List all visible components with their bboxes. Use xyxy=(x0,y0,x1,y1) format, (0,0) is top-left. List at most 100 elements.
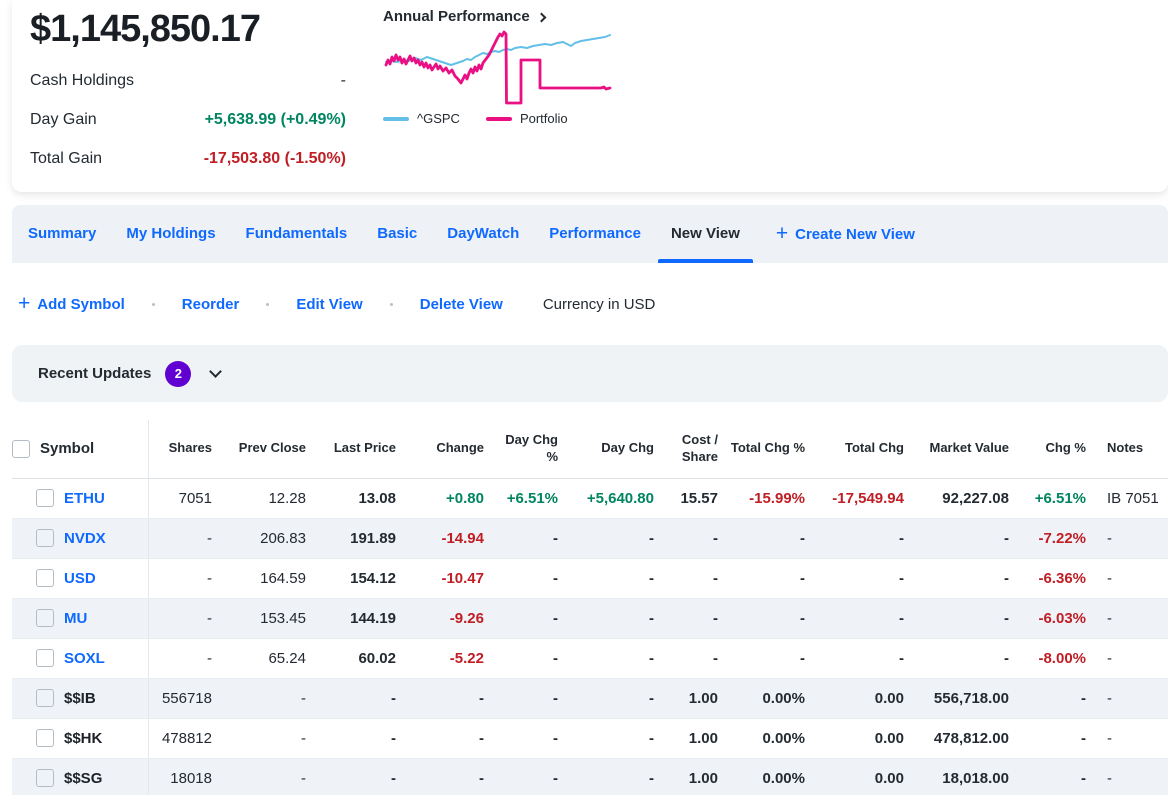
annual-performance-link[interactable]: Annual Performance xyxy=(383,8,633,25)
cell-market_value: - xyxy=(905,638,1010,679)
plus-icon: + xyxy=(18,291,31,315)
holdings-table: Symbol Shares Prev Close Last Price Change Da… xyxy=(12,420,1168,795)
edit-view-button[interactable]: Edit View xyxy=(296,296,362,313)
column-header-symbol: Symbol xyxy=(12,420,149,479)
cell-change: -10.47 xyxy=(397,558,485,599)
cell-total_chg_pct: 0.00% xyxy=(719,678,806,719)
cell-last_price: 154.12 xyxy=(307,558,397,599)
cell-chg_pct: - xyxy=(1010,758,1087,795)
row-checkbox[interactable] xyxy=(36,729,54,747)
cell-market_value: 478,812.00 xyxy=(905,718,1010,759)
row-checkbox[interactable] xyxy=(36,769,54,787)
tab-performance[interactable]: Performance xyxy=(549,225,641,242)
cell-symbol: ETHU xyxy=(12,478,149,519)
cell-market_value: 556,718.00 xyxy=(905,678,1010,719)
column-header-day_chg_pct: Day Chg % xyxy=(485,420,559,479)
cell-change: - xyxy=(397,678,485,719)
portfolio-toolbar: + Add Symbol Reorder Edit View Delete Vi… xyxy=(12,263,1168,345)
cell-day_chg_pct: - xyxy=(485,678,559,719)
cell-market_value: 92,227.08 xyxy=(905,478,1010,519)
cell-change: - xyxy=(397,758,485,795)
cell-day_chg: - xyxy=(559,678,655,719)
cell-total_chg: -17,549.94 xyxy=(806,478,905,519)
column-header-prev_close: Prev Close xyxy=(213,420,307,479)
cell-shares: - xyxy=(148,558,213,599)
recent-updates-label: Recent Updates xyxy=(38,365,152,382)
row-checkbox[interactable] xyxy=(36,569,54,587)
recent-updates-bar[interactable]: Recent Updates 2 xyxy=(12,345,1168,402)
table-header-row: Symbol Shares Prev Close Last Price Change Da… xyxy=(12,420,1168,479)
cell-total_chg_pct: - xyxy=(719,558,806,599)
cell-shares: - xyxy=(148,638,213,679)
column-header-change: Change xyxy=(397,420,485,479)
cell-cost_per_share: - xyxy=(655,558,719,599)
portfolio-stats: Cash Holdings - Day Gain +5,638.99 (+0.4… xyxy=(30,72,346,189)
cell-prev_close: 153.45 xyxy=(213,598,307,639)
select-all-checkbox[interactable] xyxy=(12,439,30,458)
row-checkbox[interactable] xyxy=(36,689,54,707)
stat-row-total-gain: Total Gain -17,503.80 (-1.50%) xyxy=(30,150,346,189)
reorder-label: Reorder xyxy=(181,295,240,313)
plus-icon: + xyxy=(775,221,789,245)
symbol-link[interactable]: SOXL xyxy=(64,649,105,667)
cell-cost_per_share: - xyxy=(655,518,719,559)
row-checkbox[interactable] xyxy=(36,529,54,547)
chevron-down-icon[interactable] xyxy=(209,365,223,378)
column-header-notes: Notes xyxy=(1087,420,1168,479)
cell-cost_per_share: 15.57 xyxy=(655,478,719,519)
symbol-link[interactable]: $$HK xyxy=(64,729,103,747)
delete-view-button[interactable]: Delete View xyxy=(420,296,503,313)
symbol-link[interactable]: $$IB xyxy=(64,689,96,707)
cell-cost_per_share: 1.00 xyxy=(655,758,719,795)
cell-chg_pct: - xyxy=(1010,678,1087,719)
cell-shares: 7051 xyxy=(148,478,213,519)
cell-symbol: MU xyxy=(12,598,149,639)
tab-new-view[interactable]: New View xyxy=(657,205,753,263)
cell-cost_per_share: 1.00 xyxy=(655,718,719,759)
divider-dot xyxy=(151,302,155,306)
cell-notes: - xyxy=(1087,558,1168,599)
cell-day_chg_pct: - xyxy=(485,718,559,759)
tab-daywatch[interactable]: DayWatch xyxy=(447,225,520,242)
symbol-link[interactable]: USD xyxy=(64,569,96,587)
cell-total_chg_pct: -15.99% xyxy=(719,478,806,519)
stat-value: -17,503.80 (-1.50%) xyxy=(203,150,346,167)
tab-basic[interactable]: Basic xyxy=(377,225,418,242)
cell-total_chg: 0.00 xyxy=(806,678,905,719)
cell-day_chg: - xyxy=(559,758,655,795)
cell-day_chg: +5,640.80 xyxy=(559,478,655,519)
cell-symbol: $$IB xyxy=(12,678,149,719)
cell-prev_close: 65.24 xyxy=(213,638,307,679)
cell-notes: - xyxy=(1087,758,1168,795)
tab-fundamentals[interactable]: Fundamentals xyxy=(245,225,348,242)
row-checkbox[interactable] xyxy=(36,649,54,667)
symbol-link[interactable]: MU xyxy=(64,609,88,627)
cell-day_chg_pct: - xyxy=(485,558,559,599)
chevron-right-icon xyxy=(536,12,547,22)
edit-view-label: Edit View xyxy=(296,295,363,313)
cell-chg_pct: -7.22% xyxy=(1010,518,1087,559)
symbol-link[interactable]: ETHU xyxy=(64,489,105,507)
cell-day_chg_pct: - xyxy=(485,638,559,679)
stat-value: +5,638.99 (+0.49%) xyxy=(204,111,346,128)
symbol-link[interactable]: NVDX xyxy=(64,529,106,547)
add-symbol-button[interactable]: + Add Symbol xyxy=(18,291,125,315)
row-checkbox[interactable] xyxy=(36,489,54,507)
cell-market_value: - xyxy=(905,518,1010,559)
reorder-button[interactable]: Reorder xyxy=(182,296,240,313)
cell-change: +0.80 xyxy=(397,478,485,519)
row-checkbox[interactable] xyxy=(36,609,54,627)
cell-chg_pct: - xyxy=(1010,718,1087,759)
table-row-sssg: $$SG 18018- - - - -1.00 0.00% 0.00 18,018.00- - xyxy=(12,758,1168,795)
table-row-usd: USD -164.59 154.12 -10.47- - - - - - -6.36% - xyxy=(12,558,1168,599)
cell-total_chg: - xyxy=(806,638,905,679)
cell-total_chg: - xyxy=(806,598,905,639)
cell-chg_pct: -8.00% xyxy=(1010,638,1087,679)
cell-notes: IB 7051 xyxy=(1087,478,1168,519)
cell-notes: - xyxy=(1087,718,1168,759)
tab-summary[interactable]: Summary xyxy=(28,225,97,242)
symbol-link[interactable]: $$SG xyxy=(64,769,103,787)
create-new-view-button[interactable]: + Create New View xyxy=(775,221,915,245)
column-header-chg_pct: Chg % xyxy=(1010,420,1087,479)
tab-my-holdings[interactable]: My Holdings xyxy=(126,225,216,242)
